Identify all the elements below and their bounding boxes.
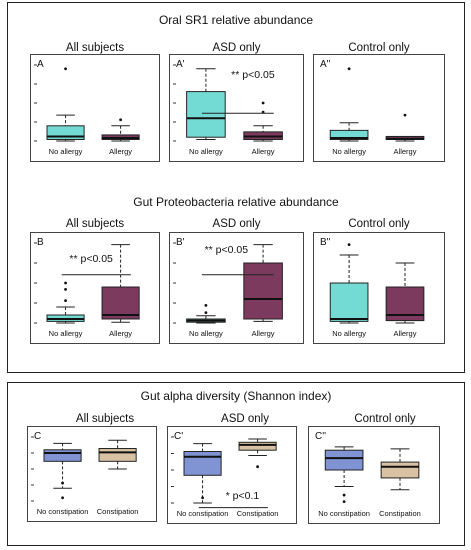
col-title-all-a: All subjects [65, 42, 125, 54]
x-axis-label: Allergy [251, 329, 275, 338]
outlier-point [342, 493, 346, 497]
outlier-point [403, 113, 407, 117]
box-group-1 [329, 129, 369, 140]
boxplot-panel-a-double-prime: No allergy Allergy A'' [313, 54, 445, 162]
col-title-control-b: Control only [348, 218, 410, 230]
outlier-point [347, 243, 351, 246]
boxplot-svg [34, 242, 140, 324]
outlier-point [342, 500, 346, 504]
x-axis-label: Constipation [379, 509, 421, 518]
outlier-point [261, 101, 265, 105]
outlier-point [64, 299, 67, 302]
outlier-point [201, 496, 204, 500]
box-group-1 [329, 282, 369, 322]
x-axis-label: Allergy [109, 329, 133, 338]
boxplot-panel-b: No allergy Allergy B ** p<0.05 [30, 232, 160, 344]
boxplot-panel-a-prime: No allergy Allergy A' ** p<0.05 [169, 54, 304, 162]
boxplot-svg [171, 436, 277, 509]
outlier-point [204, 304, 208, 307]
x-axis-label: No allergy [48, 329, 83, 338]
outlier-point [256, 465, 259, 469]
boxplot-panel-c: No constipation Constipation C [27, 426, 157, 522]
boxplot-panel-b-prime: No allergy Allergy B' ** p<0.05 [169, 232, 304, 344]
boxplot-panel-c-prime: No constipation Constipation C' * p<0.1 [167, 426, 297, 524]
col-title-asd-a: ASD only [212, 42, 261, 54]
outlier-point [347, 67, 351, 71]
x-axis-label: No constipation [318, 509, 370, 518]
outlier-point [64, 67, 67, 71]
significance-label: ** p<0.05 [204, 244, 249, 256]
x-axis-label: No allergy [332, 147, 366, 156]
col-title-control-c: Control only [354, 413, 416, 425]
box-group-2 [98, 448, 137, 462]
boxplot-panel-c-double-prime: No constipation Constipation C'' [308, 426, 440, 524]
outlier-point [64, 281, 67, 285]
outlier-point [204, 311, 208, 314]
panel-label: C' [174, 431, 184, 442]
boxplot-svg [173, 242, 283, 324]
gut-proteobacteria-title: Gut Proteobacteria relative abundance [133, 195, 339, 209]
x-axis-label: Allergy [109, 147, 133, 156]
abundance-figure-frame [7, 2, 465, 373]
box-group-2 [380, 461, 420, 479]
x-axis-label: Allergy [251, 147, 275, 156]
box-group-2 [243, 262, 283, 320]
box-group-1 [183, 451, 222, 476]
x-axis-label: No allergy [48, 147, 83, 156]
significance-label: ** p<0.05 [231, 68, 275, 81]
x-axis-label: No constipation [36, 507, 89, 516]
box-group-1 [324, 449, 364, 471]
significance-label: ** p<0.05 [69, 252, 113, 265]
col-title-control-a: Control only [348, 42, 410, 54]
x-axis-label: No allergy [332, 329, 366, 338]
panel-label: C [34, 431, 42, 442]
panel-label: B [37, 237, 44, 248]
boxplot-panel-a: No allergy Allergy A [30, 54, 160, 162]
boxplot-svg [324, 446, 420, 504]
x-axis-label: No allergy [189, 147, 223, 156]
outlier-point [64, 288, 67, 291]
x-axis-label: Constipation [236, 509, 279, 518]
box-group-2 [101, 286, 140, 320]
oral-sr1-title: Oral SR1 relative abundance [158, 13, 314, 27]
boxplot-svg [329, 67, 425, 142]
outlier-point [119, 118, 122, 122]
panel-label: A' [176, 59, 185, 70]
boxplot-svg [34, 64, 140, 142]
panel-label: C'' [315, 431, 327, 442]
outlier-point [61, 481, 64, 485]
boxplot-svg [31, 436, 137, 502]
x-axis-label: Constipation [96, 507, 139, 516]
boxplot-svg [173, 64, 283, 142]
boxplot-panel-b-double-prime: No allergy Allergy B'' [313, 232, 445, 344]
col-title-asd-c: ASD only [221, 413, 269, 425]
box-group-2 [238, 441, 277, 451]
x-axis-label: Allergy [393, 329, 417, 338]
panel-label: B' [176, 237, 185, 248]
col-title-all-c: All subjects [75, 413, 135, 425]
boxplot-svg [329, 243, 425, 324]
panel-label: A [37, 59, 44, 70]
significance-label: * p<0.1 [225, 490, 260, 503]
panel-label: A'' [320, 59, 331, 70]
box-group-1 [186, 91, 226, 138]
outlier-point [61, 496, 64, 500]
col-title-asd-b: ASD only [212, 218, 261, 230]
x-axis-label: No constipation [176, 509, 229, 518]
x-axis-label: No allergy [189, 329, 223, 338]
box-group-1 [43, 449, 82, 462]
alpha-diversity-title: Gut alpha diversity (Shannon index) [140, 389, 332, 403]
panel-label: B'' [320, 237, 331, 248]
col-title-all-b: All subjects [65, 218, 125, 230]
alpha-diversity-frame [7, 382, 465, 546]
x-axis-label: Allergy [393, 147, 417, 156]
